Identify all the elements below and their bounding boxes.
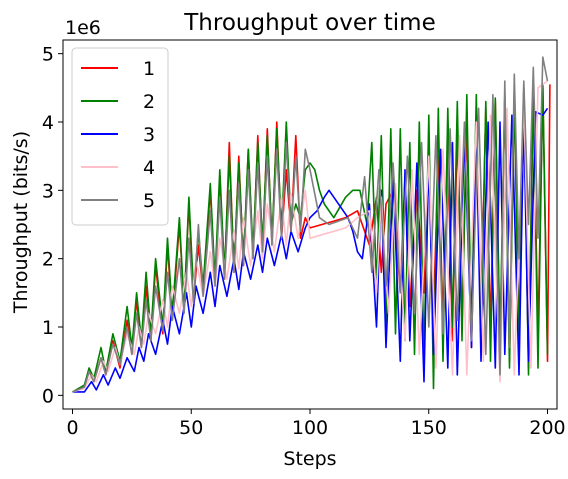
series-5-line [72, 56, 549, 393]
x-tick-label: 150 [411, 417, 447, 439]
y-axis-ticks: 0 1 2 3 4 5 [42, 44, 63, 407]
x-tick-label: 100 [292, 417, 328, 439]
chart-title: Throughput over time [183, 10, 435, 36]
y-axis-label: Throughput (bits/s) [10, 131, 32, 314]
legend-label-4: 4 [143, 157, 155, 179]
legend-label-2: 2 [143, 91, 155, 113]
x-tick-label: 0 [66, 417, 78, 439]
y-axis-offset-label: 1e6 [65, 17, 101, 39]
y-tick-label: 3 [42, 180, 54, 202]
legend-box [71, 47, 169, 226]
y-tick-label: 0 [42, 385, 54, 407]
legend-label-3: 3 [143, 124, 155, 146]
y-tick-label: 1 [42, 317, 54, 339]
y-tick-label: 4 [42, 112, 54, 134]
x-tick-label: 200 [529, 417, 565, 439]
series-4-line [72, 80, 548, 393]
legend-label-1: 1 [143, 58, 155, 80]
y-tick-label: 5 [42, 44, 54, 66]
series-layer [72, 56, 551, 393]
x-tick-label: 50 [179, 417, 203, 439]
x-axis-ticks: 0 50 100 150 200 [66, 409, 566, 439]
x-axis-label: Steps [283, 448, 336, 470]
y-tick-label: 2 [42, 249, 54, 271]
legend: 1 2 3 4 5 [71, 47, 169, 226]
legend-label-5: 5 [143, 190, 155, 212]
